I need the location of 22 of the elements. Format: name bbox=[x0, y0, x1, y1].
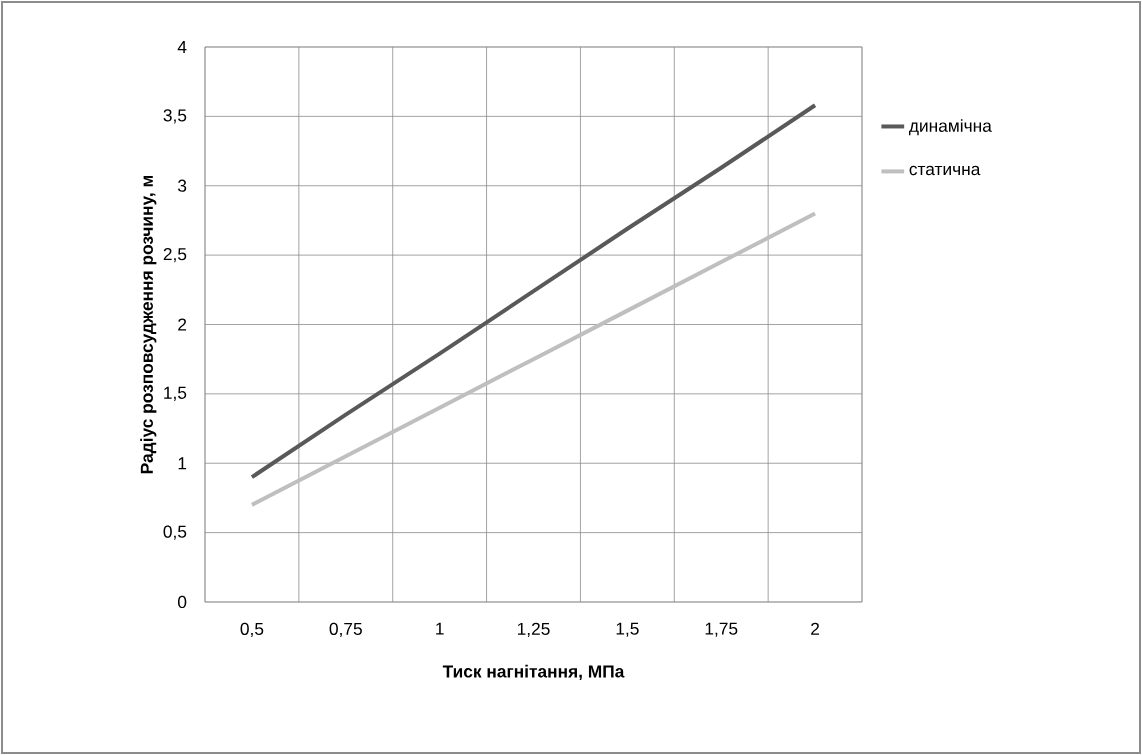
x-axis-title: Тиск нагнітання, МПа bbox=[442, 664, 625, 681]
line-series bbox=[249, 103, 818, 480]
y-tick-label: 1,5 bbox=[164, 386, 187, 401]
x-tick-label: 1,75 bbox=[705, 622, 738, 637]
x-tick-label: 0,75 bbox=[329, 622, 362, 638]
y-tick-label: 4 bbox=[177, 41, 187, 53]
y-tick-label: 2,5 bbox=[163, 247, 187, 263]
line-series bbox=[249, 211, 818, 507]
y-tick-label: 2 bbox=[178, 318, 187, 331]
x-tick-label: 1 bbox=[436, 622, 444, 635]
x-tick-label: 1,25 bbox=[517, 622, 550, 638]
x-tick-label: 1,5 bbox=[616, 622, 639, 637]
x-tick-label: 0,5 bbox=[240, 622, 264, 638]
y-tick-label: 0 bbox=[177, 595, 187, 609]
y-axis-title: Радіус розповсудження розчину, м bbox=[140, 175, 157, 474]
y-tick-label: 1 bbox=[178, 457, 187, 470]
y-tick-label: 3 bbox=[177, 179, 187, 192]
y-tick-label: 3,5 bbox=[163, 109, 187, 124]
legend-label: статична bbox=[909, 165, 981, 176]
legend-label: динамічна bbox=[909, 119, 992, 136]
y-tick-label: 0,5 bbox=[163, 525, 187, 540]
x-tick-label: 2 bbox=[811, 622, 820, 635]
